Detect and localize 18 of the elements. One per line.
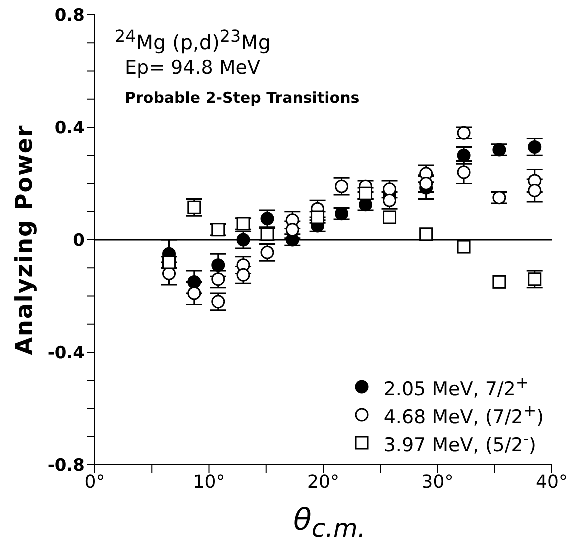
y-tick-label: -0.8 xyxy=(48,456,85,476)
y-tick-label: 0 xyxy=(73,231,86,252)
legend-label: 2.05 MeV, 7/2$^{+}$ xyxy=(384,373,530,401)
y-axis-title: Analyzing Power xyxy=(12,124,38,356)
legend-label: 4.68 MeV, (7/2$^{+}$) xyxy=(384,401,544,429)
text: Ep= 94.8 MeV xyxy=(125,57,260,79)
y-tick-label: 0.4 xyxy=(54,118,86,139)
y-tick-label: 0.8 xyxy=(54,6,85,26)
annotation: Probable 2-Step Transitions xyxy=(125,89,360,107)
x-tick-label: 20° xyxy=(308,472,340,493)
x-axis-title: θ$_{c.m.}$ xyxy=(294,503,366,543)
x-tick-label: 0° xyxy=(84,472,106,493)
legend-label: 3.97 MeV, (5/2$^{-}$) xyxy=(384,429,536,457)
x-tick-label: 40° xyxy=(536,472,568,493)
x-tick-label: 10° xyxy=(193,472,226,493)
y-tick-label: -0.4 xyxy=(48,344,86,364)
text: $^{24}$Mg (p,d)$^{23}$Mg xyxy=(115,27,272,55)
x-tick-label: 30° xyxy=(422,472,454,493)
